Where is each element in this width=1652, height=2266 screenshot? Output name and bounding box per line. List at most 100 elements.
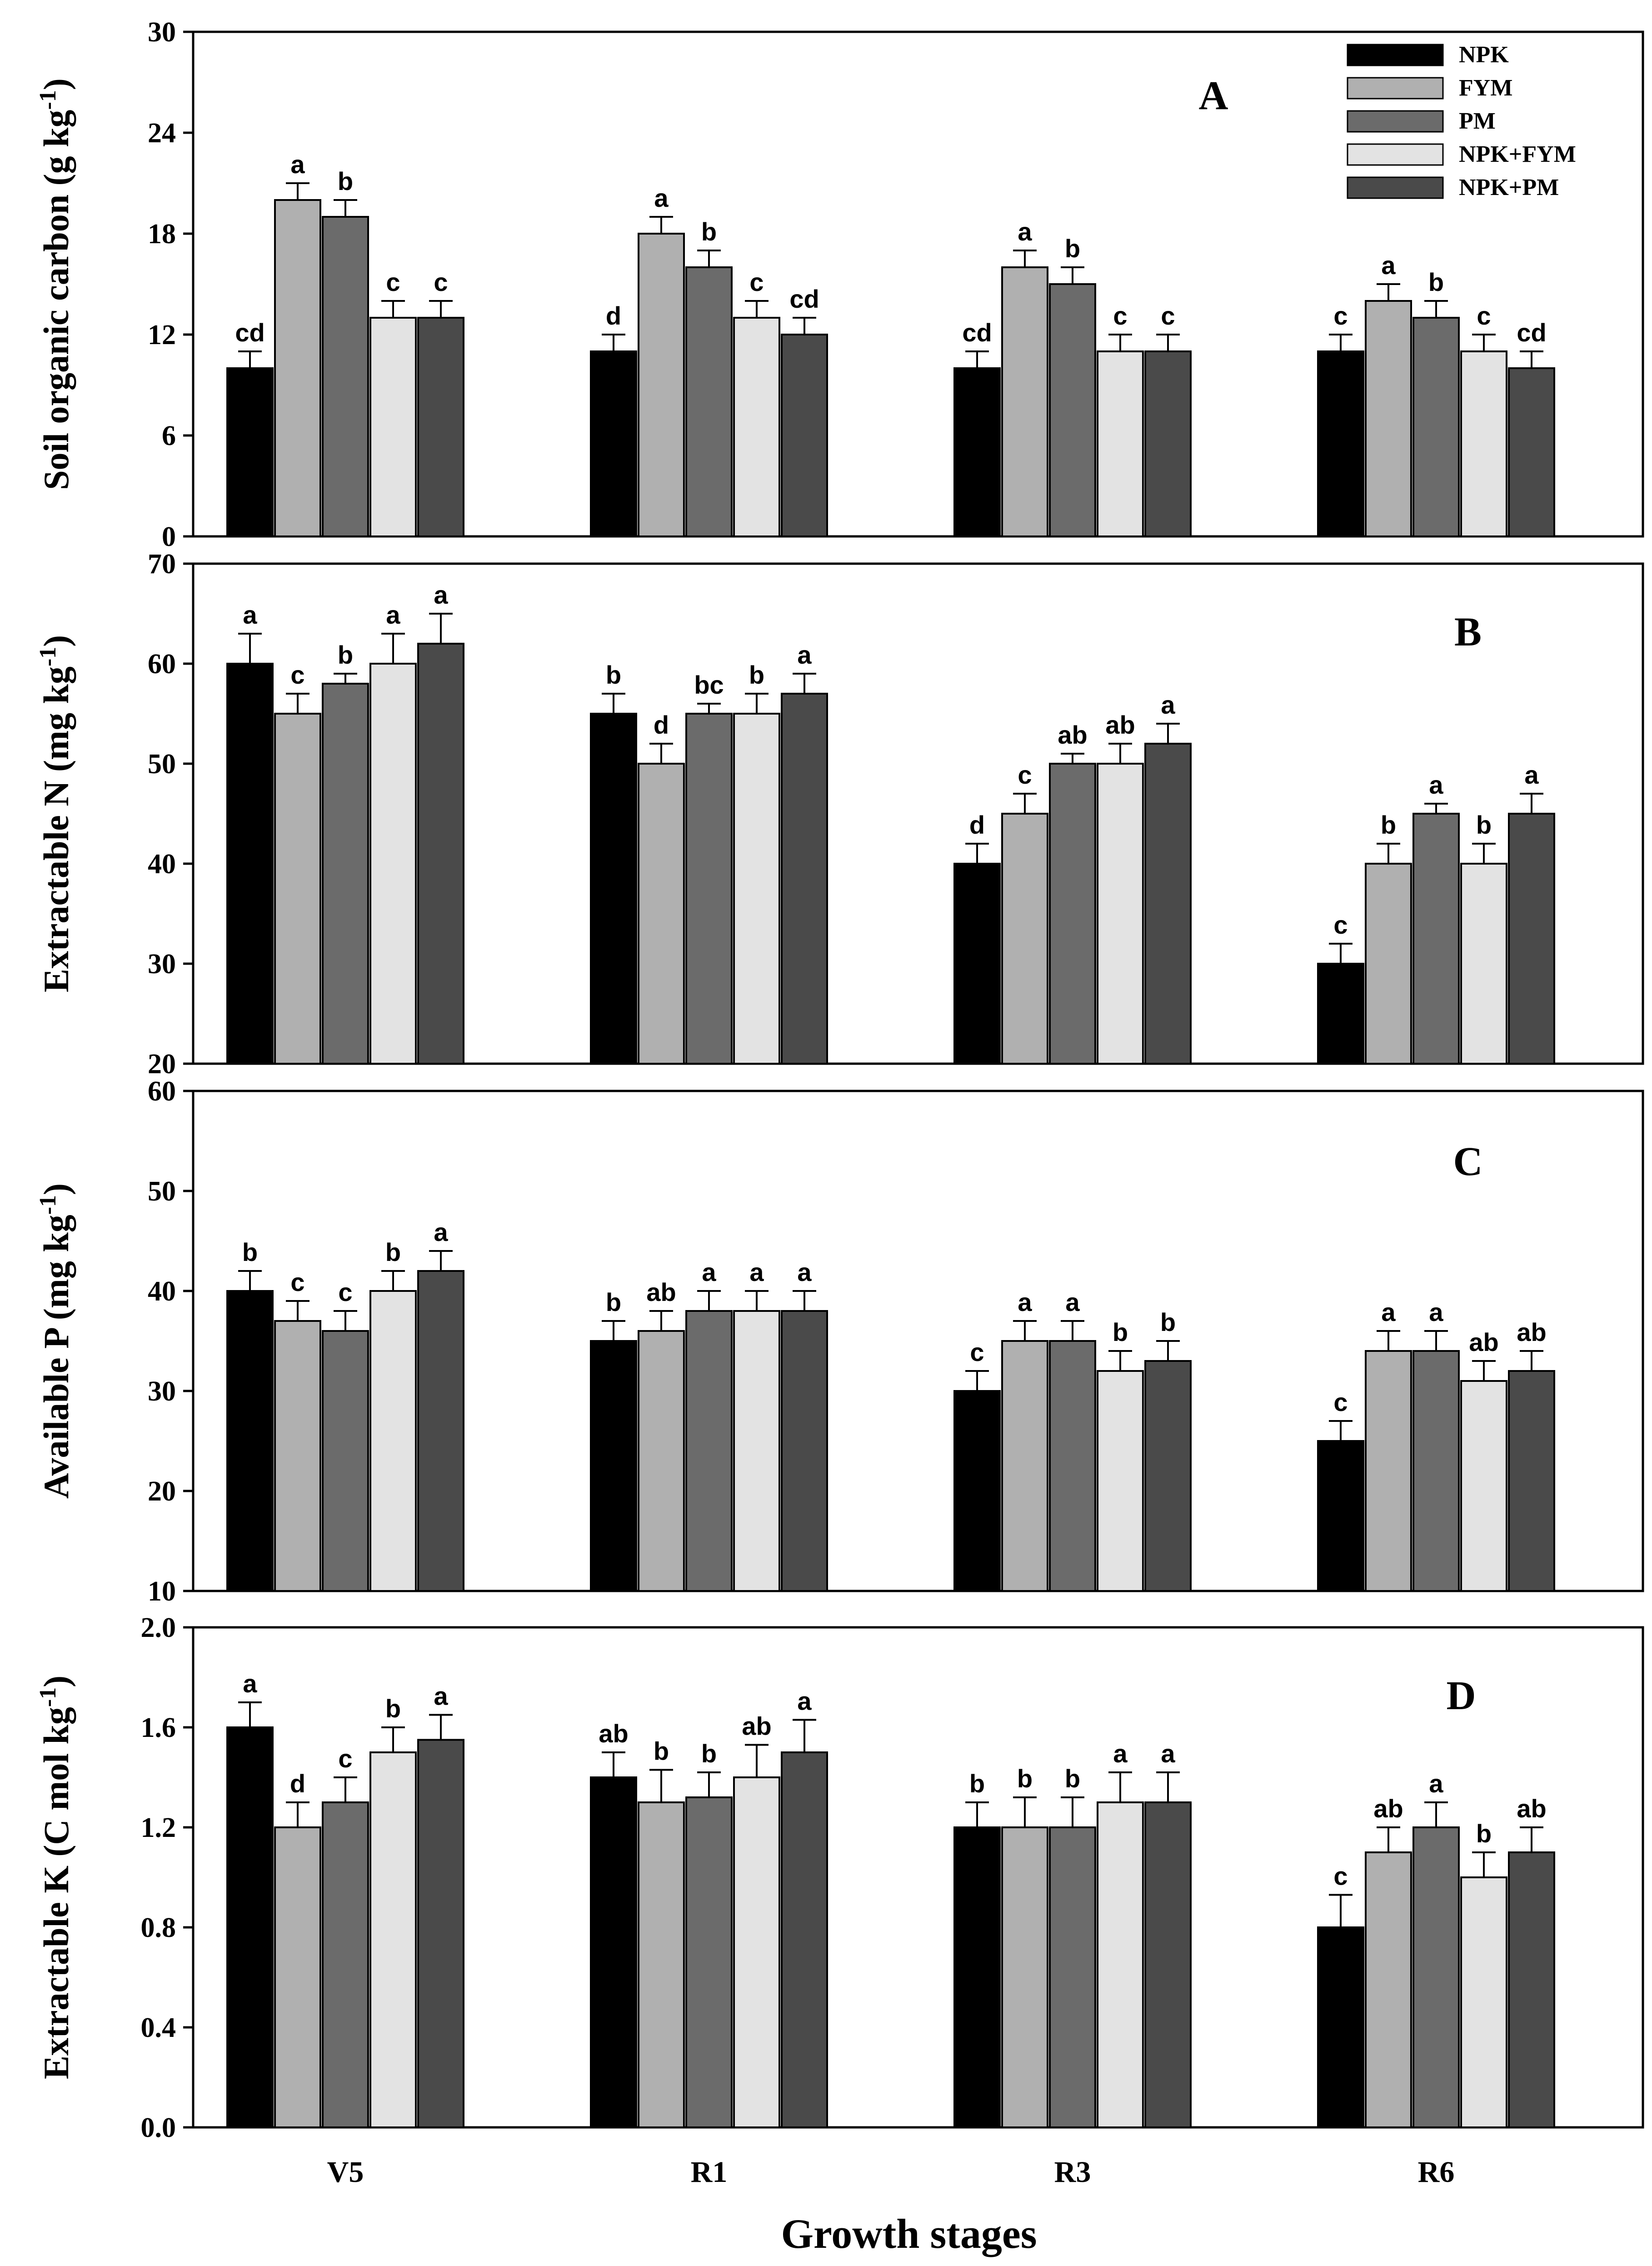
significance-label: a (434, 1682, 448, 1711)
legend-label: NPK+FYM (1459, 141, 1576, 167)
significance-label: c (290, 1268, 304, 1296)
bar (1365, 300, 1412, 537)
significance-label: c (970, 1338, 984, 1366)
y-tick-label: 20 (148, 1476, 176, 1507)
significance-label: cd (962, 318, 992, 347)
bar (590, 1776, 637, 2128)
bar (590, 1340, 637, 1592)
y-tick-label: 18 (148, 219, 176, 250)
bar (226, 367, 274, 537)
significance-label: d (290, 1769, 305, 1798)
bar (953, 863, 1001, 1065)
y-tick-label: 24 (148, 118, 176, 149)
y-tick-label: 60 (148, 649, 176, 680)
significance-label: b (701, 217, 717, 246)
bar (1317, 350, 1364, 537)
significance-label: c (1333, 910, 1348, 939)
legend-swatch (1347, 77, 1444, 100)
bar (1460, 863, 1507, 1065)
significance-label: b (749, 660, 764, 689)
significance-label: b (1160, 1308, 1176, 1336)
significance-label: b (606, 660, 621, 689)
panel-letter: B (1454, 610, 1482, 655)
bar (638, 233, 685, 537)
y-tick-label: 12 (148, 320, 176, 350)
significance-label: b (1381, 810, 1396, 839)
significance-label: c (1113, 301, 1127, 330)
bar (322, 216, 369, 537)
bar (1001, 266, 1048, 537)
bar (733, 713, 780, 1065)
bar (1001, 1340, 1048, 1592)
bar (417, 1739, 464, 2128)
significance-label: c (386, 268, 400, 296)
bar (369, 663, 417, 1065)
panel-letter: D (1447, 1673, 1476, 1718)
significance-label: ab (646, 1278, 676, 1306)
bar (369, 317, 417, 537)
bar (638, 763, 685, 1065)
x-tick-label: R1 (691, 2156, 728, 2189)
y-tick-label: 70 (148, 549, 176, 580)
bar (1508, 367, 1555, 537)
bar (781, 1751, 828, 2128)
significance-label: a (797, 640, 812, 669)
bar (1097, 350, 1144, 537)
y-axis-title: Available P (mg kg-1) (35, 1183, 76, 1499)
significance-label: c (1333, 1862, 1348, 1891)
bar (1049, 763, 1096, 1065)
significance-label: b (1017, 1764, 1033, 1793)
bar (274, 1826, 321, 2128)
bar (590, 713, 637, 1065)
significance-label: a (1065, 1288, 1080, 1316)
y-tick-label: 50 (148, 749, 176, 780)
significance-label: ab (742, 1712, 771, 1741)
bar (1365, 1350, 1412, 1592)
bar (417, 643, 464, 1065)
bar (1460, 1876, 1507, 2128)
y-axis-title: Extractable K (C mol kg-1) (35, 1676, 76, 2079)
significance-label: ab (1105, 710, 1135, 739)
significance-label: a (1381, 1298, 1396, 1326)
bar (1365, 863, 1412, 1065)
legend-label: NPK+PM (1459, 175, 1559, 200)
x-tick-label: R3 (1054, 2156, 1091, 2189)
significance-label: a (1429, 770, 1443, 799)
significance-label: a (243, 1669, 257, 1698)
y-axis-title: Soil organic carbon (g kg-1) (35, 78, 76, 490)
y-tick-label: 10 (148, 1576, 176, 1607)
legend: NPK FYM PM NPK+FYM NPK+PM (1347, 42, 1576, 200)
bar (1001, 1826, 1048, 2128)
plot-frame (192, 30, 1644, 538)
bar (953, 1826, 1001, 2128)
significance-label: b (242, 1238, 258, 1266)
bar (1144, 1801, 1192, 2128)
bar (274, 199, 321, 537)
legend-swatch (1347, 44, 1444, 66)
x-axis-title: Growth stages (781, 2211, 1037, 2257)
y-tick-label: 50 (148, 1176, 176, 1207)
bar (781, 1310, 828, 1592)
bar (1097, 1370, 1144, 1592)
bar (1508, 813, 1555, 1065)
y-tick-label: 1.2 (141, 1812, 176, 1843)
bar (1412, 317, 1460, 537)
y-tick-label: 0 (162, 521, 176, 552)
y-tick-label: 1.6 (141, 1712, 176, 1743)
bar (685, 266, 733, 537)
significance-label: b (1065, 234, 1080, 263)
bar (417, 317, 464, 537)
bar (638, 1801, 685, 2128)
bar (322, 1330, 369, 1592)
bar (274, 1320, 321, 1592)
bar (781, 334, 828, 537)
panel-a: 0 6 12 18 24 30 Soil organic carbon (g kg-1) Ac… (35, 17, 1644, 552)
bar (733, 1310, 780, 1592)
significance-label: a (434, 580, 448, 609)
bar (1508, 1851, 1555, 2128)
bar (417, 1270, 464, 1592)
bar (953, 1390, 1001, 1592)
significance-label: a (1018, 217, 1032, 246)
bar (1460, 350, 1507, 537)
